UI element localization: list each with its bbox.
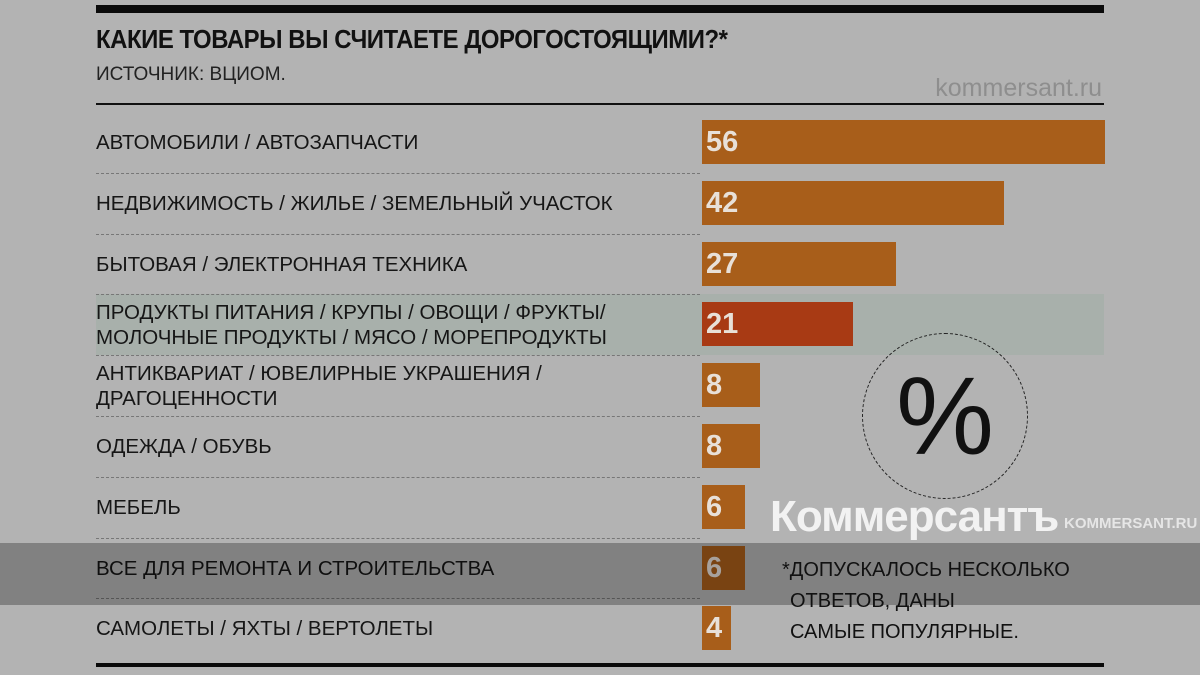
watermark-logo: Коммерсантъ (770, 492, 1059, 541)
category-label: МЕБЕЛЬ (96, 495, 181, 519)
footnote-line: САМЫЕ ПОПУЛЯРНЫЕ. (790, 621, 1019, 643)
category-label: БЫТОВАЯ / ЭЛЕКТРОННАЯ ТЕХНИКА (96, 252, 468, 276)
chart-row: ОДЕЖДА / ОБУВЬ 8 (96, 416, 1104, 477)
row-divider (96, 537, 700, 539)
top-rule (96, 5, 1104, 13)
bar: 6 (702, 545, 746, 590)
bar: 56 (702, 120, 1105, 164)
category-label: ПРОДУКТЫ ПИТАНИЯ / КРУПЫ / ОВОЩИ / ФРУКТ… (96, 300, 607, 349)
row-divider (96, 416, 700, 417)
bar: 8 (702, 424, 760, 468)
category-label: САМОЛЕТЫ / ЯХТЫ / ВЕРТОЛЕТЫ (96, 617, 434, 641)
category-label: ОДЕЖДА / ОБУВЬ (96, 435, 272, 458)
footnote: *ДОПУСКАЛОСЬ НЕСКОЛЬКО ОТВЕТОВ, ДАНЫ САМ… (782, 555, 1070, 648)
row-divider (96, 233, 700, 235)
row-divider (96, 355, 700, 357)
chart-row: ВСЕ ДЛЯ РЕМОНТА И СТРОИТЕЛЬСТВА 6 (96, 538, 1104, 599)
percent-badge: % (862, 333, 1028, 499)
footnote-line: ОТВЕТОВ, ДАНЫ (790, 590, 955, 612)
chart-title: КАКИЕ ТОВАРЫ ВЫ СЧИТАЕТЕ ДОРОГОСТОЯЩИМИ?… (96, 24, 728, 54)
bar: 42 (702, 180, 1005, 225)
category-label: ВСЕ ДЛЯ РЕМОНТА И СТРОИТЕЛЬСТВА (96, 556, 495, 580)
watermark-band (0, 543, 1200, 605)
chart-row: САМОЛЕТЫ / ЯХТЫ / ВЕРТОЛЕТЫ 4 (96, 598, 1104, 659)
bar: 21 (702, 302, 854, 347)
chart-row: АВТОМОБИЛИ / АВТОЗАПЧАСТИ 56 (96, 112, 1105, 173)
bottom-rule (96, 663, 1104, 667)
chart-row: БЫТОВАЯ / ЭЛЕКТРОННАЯ ТЕХНИКА 27 (96, 234, 1104, 295)
chart-row: МЕБЕЛЬ 6 (96, 477, 1104, 538)
row-divider (96, 294, 700, 296)
site-label: kommersant.ru (935, 74, 1102, 102)
chart-row: НЕДВИЖИМОСТЬ / ЖИЛЬЕ / ЗЕМЕЛЬНЫЙ УЧАСТОК… (96, 173, 1104, 234)
category-label: АНТИКВАРИАТ / ЮВЕЛИРНЫЕ УКРАШЕНИЯ / ДРАГ… (96, 361, 542, 410)
row-divider (96, 172, 700, 174)
bar: 8 (702, 363, 760, 408)
row-divider (96, 476, 700, 478)
chart-source: ИСТОЧНИК: ВЦИОМ. (96, 64, 286, 85)
watermark-url: KOMMERSANT.RU (1064, 515, 1198, 532)
bar: 27 (702, 241, 897, 286)
chart-row: АНТИКВАРИАТ / ЮВЕЛИРНЫЕ УКРАШЕНИЯ / ДРАГ… (96, 355, 1104, 416)
row-divider (96, 598, 700, 600)
category-label: АВТОМОБИЛИ / АВТОЗАПЧАСТИ (96, 131, 419, 154)
category-label: НЕДВИЖИМОСТЬ / ЖИЛЬЕ / ЗЕМЕЛЬНЫЙ УЧАСТОК (96, 191, 613, 215)
bar: 4 (702, 606, 731, 651)
bar: 6 (702, 484, 746, 529)
header-rule (96, 103, 1104, 105)
footnote-line: *ДОПУСКАЛОСЬ НЕСКОЛЬКО (782, 559, 1070, 581)
